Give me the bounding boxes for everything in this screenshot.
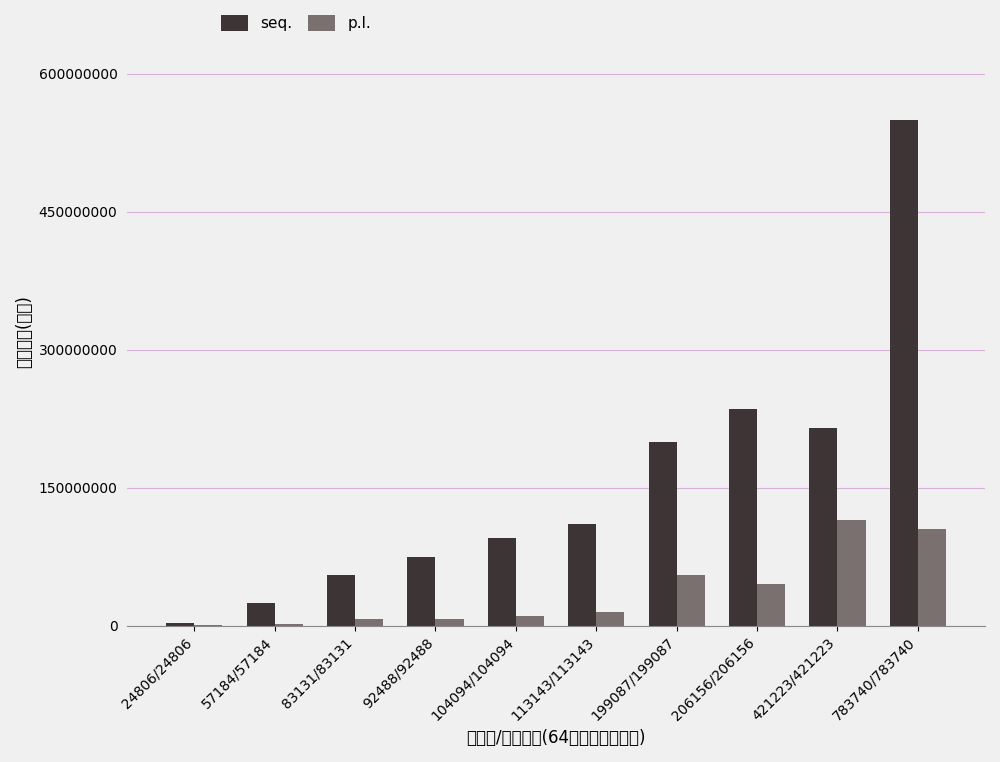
Bar [407,556,435,626]
Bar [355,620,383,626]
Bar [729,409,757,626]
Bar [809,427,837,626]
Bar [488,538,516,626]
Y-axis label: 运行时间(微秒): 运行时间(微秒) [15,295,33,367]
Bar [596,612,624,626]
Bar [327,575,355,626]
Bar [568,524,596,626]
Bar [757,584,785,626]
Bar [166,623,194,626]
Bar [516,616,544,626]
Bar [247,603,275,626]
Bar [194,625,222,626]
Bar [890,120,918,626]
Bar [677,575,705,626]
Bar [649,441,677,626]
Bar [837,520,866,626]
Bar [275,624,303,626]
Bar [435,620,464,626]
X-axis label: 被乘数/乘数规模(64位无符号长整型): 被乘数/乘数规模(64位无符号长整型) [466,729,646,747]
Bar [918,529,946,626]
Legend: seq., p.l.: seq., p.l. [221,15,371,31]
